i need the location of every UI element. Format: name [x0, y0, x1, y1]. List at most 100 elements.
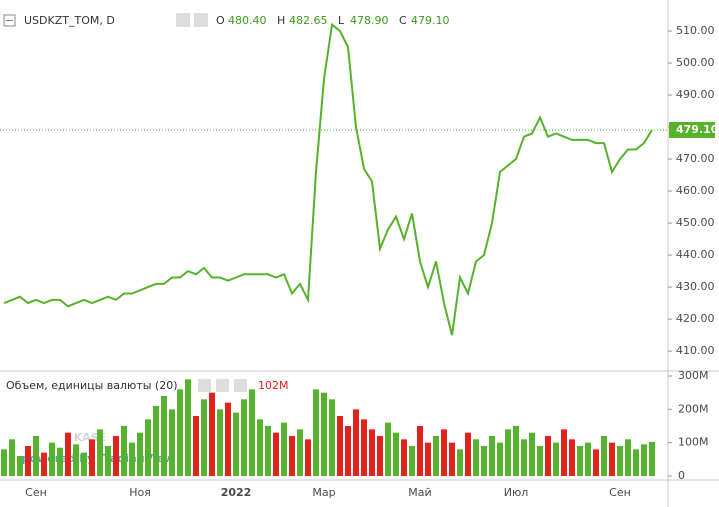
price-line [3, 22, 653, 336]
volume-bar [473, 439, 479, 476]
y-tick-label: 460.00 [676, 184, 715, 197]
volume-bar [89, 439, 95, 476]
volume-bar [601, 436, 607, 476]
y-tick-label: 500.00 [676, 56, 715, 69]
volume-bar [193, 416, 199, 476]
volume-bar [441, 429, 447, 476]
volume-bar [585, 442, 591, 476]
y-tick-label: 490.00 [676, 88, 715, 101]
symbol-title: USDKZT_TOM, D [24, 14, 115, 27]
ohlc-value: 478.90 [350, 14, 389, 27]
ohlc-value: 482.65 [289, 14, 328, 27]
volume-bar [385, 422, 391, 476]
volume-bar [497, 442, 503, 476]
volume-bar [65, 432, 71, 476]
volume-bar [449, 442, 455, 476]
ohlc-label: C [399, 14, 407, 27]
y-tick-label: 0 [678, 469, 685, 482]
volume-bar [9, 439, 15, 476]
volume-bar [505, 429, 511, 476]
volume-bar [337, 416, 343, 476]
volume-bar [433, 436, 439, 476]
ohlc-value: 480.40 [228, 14, 267, 27]
volume-bar [25, 446, 31, 476]
visibility-button[interactable] [176, 13, 190, 27]
volume-bar [633, 449, 639, 476]
x-tick-label: Мар [312, 486, 335, 499]
volume-bar [465, 432, 471, 476]
volume-bar [297, 429, 303, 476]
volume-bar [185, 379, 191, 476]
volume-bar [201, 399, 207, 476]
volume-bar [49, 442, 55, 476]
plot-area [0, 22, 668, 476]
ohlc-value: 479.10 [411, 14, 450, 27]
volume-bar [249, 389, 255, 476]
volume-bar [113, 436, 119, 476]
y-tick-label: 300M [678, 369, 709, 382]
ohlc-label: H [277, 14, 285, 27]
y-tick-label: 420.00 [676, 312, 715, 325]
volume-bar [209, 392, 215, 476]
y-tick-label: 430.00 [676, 280, 715, 293]
x-tick-label: Сен [609, 486, 631, 499]
y-tick-label: 510.00 [676, 24, 715, 37]
volume-bar [137, 432, 143, 476]
volume-bar [361, 419, 367, 476]
y-tick-label: 200M [678, 402, 709, 415]
volume-bar [257, 419, 263, 476]
volume-bar [345, 426, 351, 476]
volume-bar [81, 452, 87, 476]
volume-bar [481, 446, 487, 476]
y-tick-label: 440.00 [676, 248, 715, 261]
volume-bar [129, 442, 135, 476]
y-tick-label: 410.00 [676, 344, 715, 357]
volume-bar [401, 439, 407, 476]
volume-bar [641, 444, 647, 476]
volume-bar [529, 432, 535, 476]
y-tick-label: 450.00 [676, 216, 715, 229]
volume-bar [217, 409, 223, 476]
volume-bar [489, 436, 495, 476]
volume-bar [17, 456, 23, 476]
x-tick-label: Май [408, 486, 431, 499]
x-tick-label: Ноя [129, 486, 151, 499]
volume-bar [97, 429, 103, 476]
volume-bar [33, 436, 39, 476]
volume-visibility-button[interactable] [198, 379, 211, 392]
volume-bar [553, 442, 559, 476]
volume-bar [593, 449, 599, 476]
volume-bar [537, 446, 543, 476]
volume-bar [457, 449, 463, 476]
volume-bar [169, 409, 175, 476]
volume-title: Объем, единицы валюты (20) [6, 379, 178, 392]
volume-close-button[interactable] [234, 379, 247, 392]
settings-button[interactable] [194, 13, 208, 27]
volume-bar [233, 412, 239, 476]
volume-settings-button[interactable] [216, 379, 229, 392]
volume-bar [241, 399, 247, 476]
volume-bar [649, 442, 655, 476]
volume-bar [417, 426, 423, 476]
volume-bar [225, 402, 231, 476]
last-price-box [669, 121, 715, 138]
volume-bar [1, 449, 7, 476]
x-tick-label: Сен [25, 486, 47, 499]
volume-bar [321, 392, 327, 476]
volume-bar [561, 429, 567, 476]
volume-bar [161, 396, 167, 476]
volume-bar [617, 446, 623, 476]
volume-bar [353, 409, 359, 476]
volume-bar [273, 432, 279, 476]
ohlc-label: O [216, 14, 225, 27]
ohlc-label: L [338, 14, 345, 27]
x-tick-label: 2022 [221, 486, 252, 499]
volume-bar [625, 439, 631, 476]
volume-bar [393, 432, 399, 476]
volume-bar [121, 426, 127, 476]
y-tick-label: 470.00 [676, 152, 715, 165]
volume-bar [305, 439, 311, 476]
